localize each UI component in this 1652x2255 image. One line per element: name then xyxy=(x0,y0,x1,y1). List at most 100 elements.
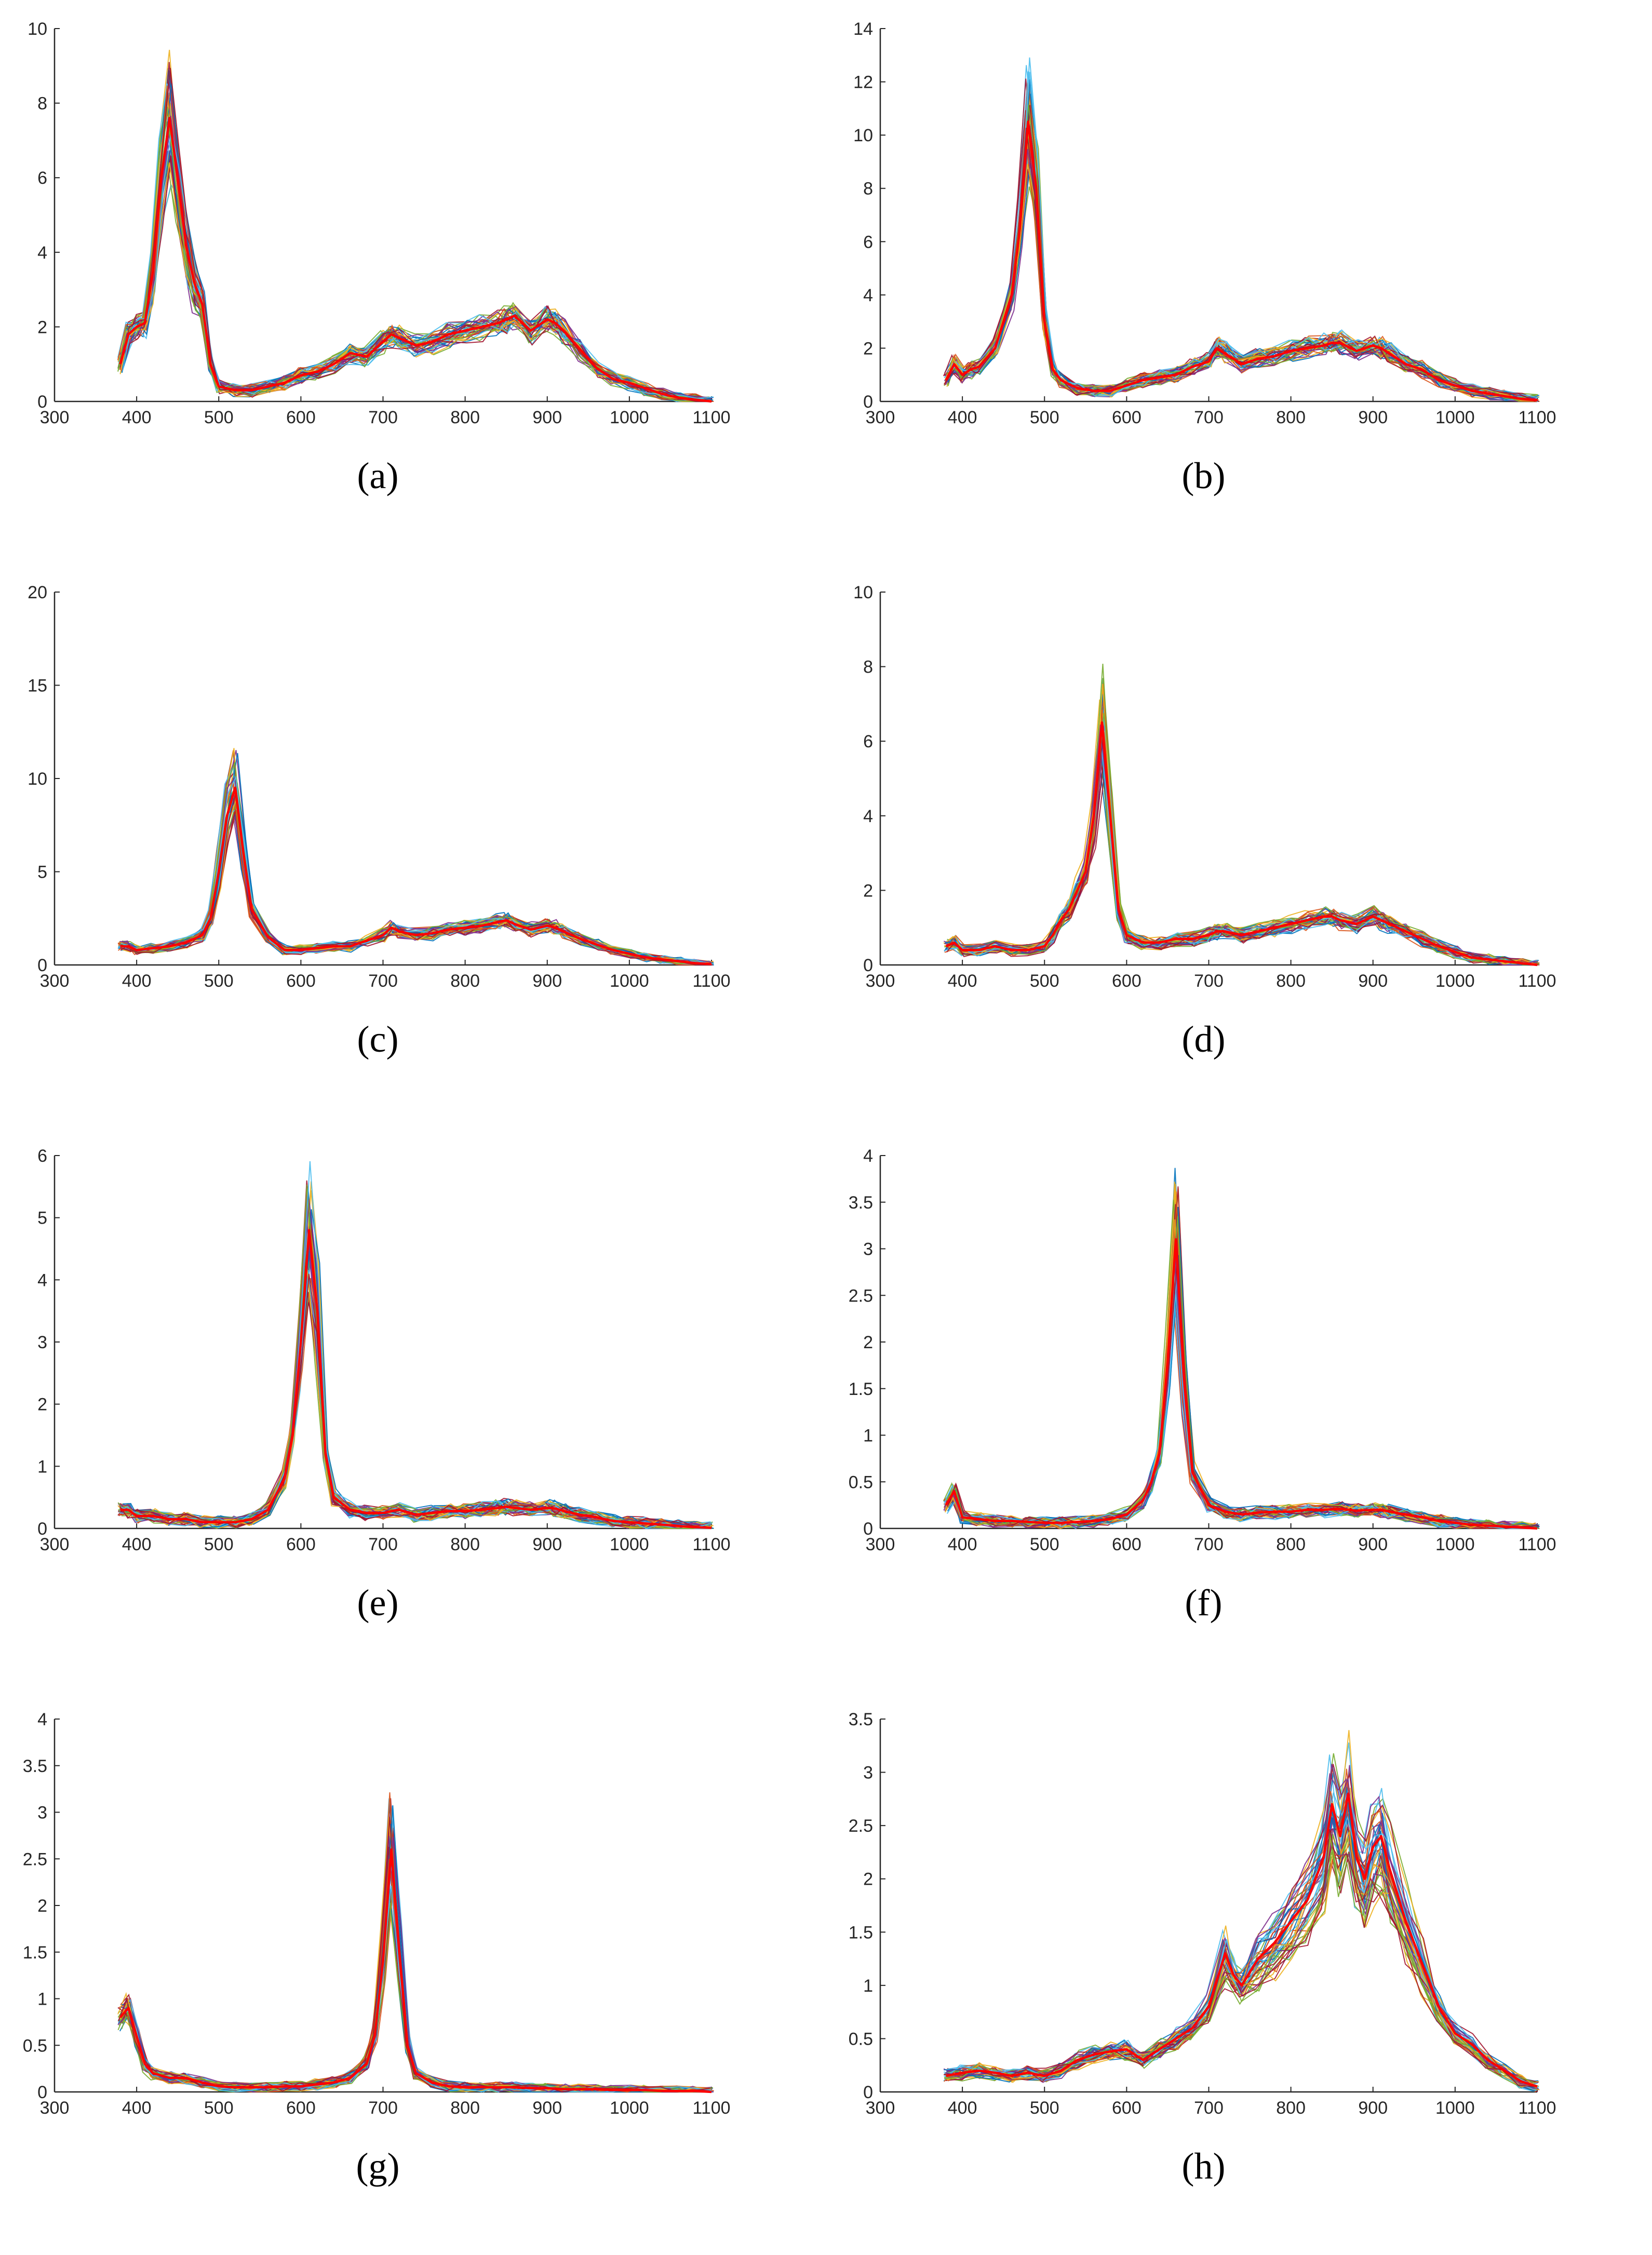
spectrum-line xyxy=(122,1819,714,2093)
spectrum-line xyxy=(120,1237,712,1529)
spectra-group xyxy=(943,1167,1540,1529)
spectrum-line xyxy=(119,1817,712,2093)
y-tick-label: 1 xyxy=(37,1990,47,2009)
spectrum-line xyxy=(946,1810,1538,2088)
chart-svg: 300 400 500 600 700 800 900 1000 1100 0 1 2 3 4 5 6 xyxy=(37,1146,730,1554)
spectrum-line xyxy=(947,1788,1539,2085)
y-tick-label: 0 xyxy=(37,1519,47,1539)
spectrum-line xyxy=(118,1193,711,1529)
spectrum-line xyxy=(118,1290,710,1529)
spectrum-line xyxy=(119,1188,711,1529)
x-tick-label: 300 xyxy=(40,2098,70,2118)
x-tick-label: 500 xyxy=(1030,408,1059,427)
spectrum-line xyxy=(120,1805,713,2093)
y-tick-label: 4 xyxy=(37,1270,47,1290)
x-tick-label: 700 xyxy=(368,408,398,427)
spectrum-line xyxy=(945,1262,1537,1529)
spectrum-line xyxy=(944,710,1536,965)
x-tick-label: 900 xyxy=(532,408,562,427)
spectrum-line xyxy=(943,1256,1536,1529)
x-tick-label: 600 xyxy=(286,408,316,427)
y-tick-label: 0 xyxy=(37,956,47,975)
y-tick-label: 10 xyxy=(853,126,873,145)
spectrum-line xyxy=(120,1860,713,2093)
spectrum-line xyxy=(945,1764,1537,2087)
x-tick-label: 300 xyxy=(866,971,895,991)
spectrum-line xyxy=(119,1197,711,1529)
spectrum-line xyxy=(947,715,1539,963)
spectrum-line xyxy=(947,1216,1539,1529)
y-tick-label: 4 xyxy=(863,807,873,826)
x-tick-label: 700 xyxy=(1194,2098,1224,2118)
spectrum-line xyxy=(946,706,1539,966)
chart-svg: 300 400 500 600 700 800 900 1000 1100 0 0.5 1 1.5 2 2.… xyxy=(849,1146,1556,1554)
y-tick-label: 5 xyxy=(37,863,47,882)
spectrum-line xyxy=(118,151,710,400)
y-tick-label: 1.5 xyxy=(23,1943,47,1963)
spectrum-line xyxy=(120,806,713,965)
spectra-group xyxy=(117,49,714,402)
x-tick-label: 600 xyxy=(1112,2098,1141,2118)
spectrum-line xyxy=(947,1207,1539,1529)
spectrum-line xyxy=(120,1884,712,2093)
spectrum-line xyxy=(118,1817,710,2093)
y-tick-label: 8 xyxy=(37,94,47,114)
spectrum-line xyxy=(117,161,710,399)
spectra-group xyxy=(943,664,1540,966)
spectrum-line xyxy=(119,1203,711,1529)
spectra-group xyxy=(117,748,714,966)
spectrum-line xyxy=(122,803,714,966)
x-tick-label: 400 xyxy=(948,971,977,991)
mean-spectrum-line xyxy=(945,1238,1538,1530)
spectrum-line xyxy=(947,1186,1540,1529)
spectrum-line xyxy=(119,1850,711,2093)
x-tick-label: 600 xyxy=(286,2098,316,2118)
spectrum-line xyxy=(122,1181,714,1529)
spectrum-line xyxy=(946,1242,1538,1529)
spectrum-line xyxy=(120,1200,712,1529)
y-tick-label: 1.5 xyxy=(849,1923,873,1942)
spectrum-line xyxy=(118,1188,710,1529)
spectrum-line xyxy=(945,696,1538,965)
spectrum-line xyxy=(944,1793,1536,2092)
spectrum-line xyxy=(946,1828,1538,2089)
x-tick-label: 600 xyxy=(1112,408,1141,427)
x-tick-label: 500 xyxy=(1030,2098,1059,2118)
x-tick-label: 800 xyxy=(1276,971,1306,991)
x-tick-label: 900 xyxy=(1358,971,1388,991)
spectrum-line xyxy=(119,1838,711,2093)
x-tick-label: 1000 xyxy=(1435,408,1475,427)
spectrum-line xyxy=(118,1292,710,1529)
x-tick-label: 1000 xyxy=(1435,2098,1475,2118)
spectrum-line xyxy=(945,1262,1538,1529)
spectra-group xyxy=(117,1161,714,1529)
spectrum-line xyxy=(947,683,1539,965)
spectrum-line xyxy=(944,1829,1535,2087)
spectrum-line xyxy=(945,1827,1537,2083)
x-tick-label: 900 xyxy=(532,2098,562,2118)
x-tick-label: 800 xyxy=(450,971,480,991)
spectrum-line xyxy=(121,1252,714,1529)
y-tick-label: 1 xyxy=(863,1976,873,1996)
x-tick-label: 1100 xyxy=(692,1535,730,1554)
spectrum-line xyxy=(944,1786,1536,2092)
x-tick-label: 400 xyxy=(122,408,152,427)
spectrum-line xyxy=(944,1291,1536,1529)
spectrum-line xyxy=(946,1277,1538,1529)
chart-panel: 300 400 500 600 700 800 900 1000 1100 0 2 4 6 8 10 12 14… xyxy=(826,0,1651,563)
spectrum-line xyxy=(120,1833,712,2093)
spectrum-line xyxy=(943,1200,1535,1529)
spectrum-line xyxy=(945,1204,1537,1529)
x-tick-label: 900 xyxy=(1358,1535,1388,1554)
spectrum-line xyxy=(948,1188,1540,1529)
y-tick-label: 3.5 xyxy=(849,1710,873,1729)
x-tick-label: 800 xyxy=(450,408,480,427)
spectrum-line xyxy=(122,1209,714,1529)
y-tick-label: 3 xyxy=(37,1333,47,1352)
spectrum-line xyxy=(944,1780,1536,2087)
y-tick-label: 14 xyxy=(853,19,873,39)
spectrum-line xyxy=(947,1764,1539,2083)
spectrum-line xyxy=(945,709,1537,963)
chart-panel: 300 400 500 600 700 800 900 1000 1100 0 2 4 6 8 10 (d) xyxy=(826,563,1651,1127)
spectrum-line xyxy=(946,1274,1539,1529)
